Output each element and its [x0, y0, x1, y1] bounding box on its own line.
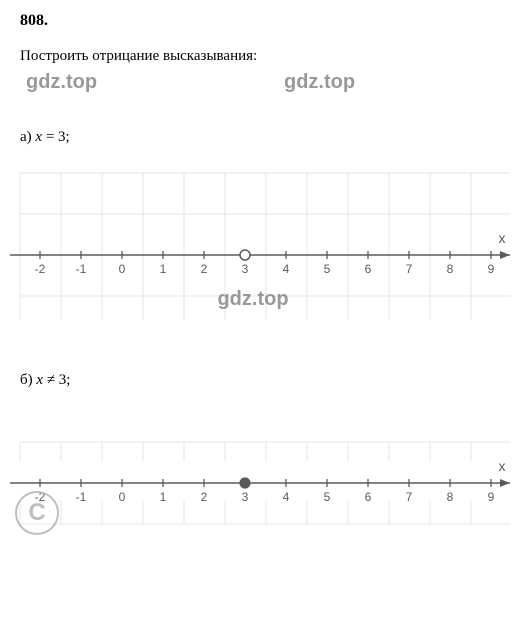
chart-b-container: -2-10123456789x	[10, 403, 496, 533]
svg-text:0: 0	[119, 490, 126, 504]
svg-text:2: 2	[201, 262, 208, 276]
part-a-label: а) x = 3;	[20, 129, 496, 146]
svg-text:x: x	[499, 230, 506, 246]
svg-text:-1: -1	[76, 262, 87, 276]
svg-text:6: 6	[365, 490, 372, 504]
part-a-relation: =	[42, 129, 58, 145]
svg-text:6: 6	[365, 262, 372, 276]
watermark-top-right: gdz.top	[284, 71, 355, 94]
svg-text:3: 3	[242, 490, 249, 504]
part-b-value: 3;	[59, 372, 71, 388]
svg-text:7: 7	[406, 262, 413, 276]
svg-text:x: x	[499, 458, 506, 474]
part-a-prefix: а)	[20, 129, 35, 145]
chart-a-container: -2-10123456789x gdz.top	[10, 160, 496, 320]
part-b-relation: ≠	[43, 372, 59, 388]
svg-text:2: 2	[201, 490, 208, 504]
problem-number: 808.	[20, 12, 496, 30]
part-a-value: 3;	[58, 129, 70, 145]
instruction-text: Построить отрицание высказывания:	[20, 48, 496, 65]
svg-text:8: 8	[447, 262, 454, 276]
svg-text:-1: -1	[76, 490, 87, 504]
svg-text:3: 3	[242, 262, 249, 276]
number-line-b: -2-10123456789x	[10, 403, 510, 533]
svg-text:9: 9	[488, 490, 495, 504]
svg-text:1: 1	[160, 490, 167, 504]
svg-text:9: 9	[488, 262, 495, 276]
svg-text:5: 5	[324, 262, 331, 276]
part-b-label: б) x ≠ 3;	[20, 372, 496, 389]
copyright-icon: C	[15, 491, 59, 535]
svg-text:4: 4	[283, 262, 290, 276]
svg-text:4: 4	[283, 490, 290, 504]
svg-text:7: 7	[406, 490, 413, 504]
svg-text:5: 5	[324, 490, 331, 504]
svg-text:0: 0	[119, 262, 126, 276]
watermark-row-top: gdz.top gdz.top	[20, 71, 496, 99]
watermark-top-left: gdz.top	[26, 71, 97, 94]
part-b-prefix: б)	[20, 372, 36, 388]
svg-text:1: 1	[160, 262, 167, 276]
svg-text:8: 8	[447, 490, 454, 504]
svg-text:-2: -2	[35, 262, 46, 276]
watermark-mid: gdz.top	[217, 288, 288, 311]
